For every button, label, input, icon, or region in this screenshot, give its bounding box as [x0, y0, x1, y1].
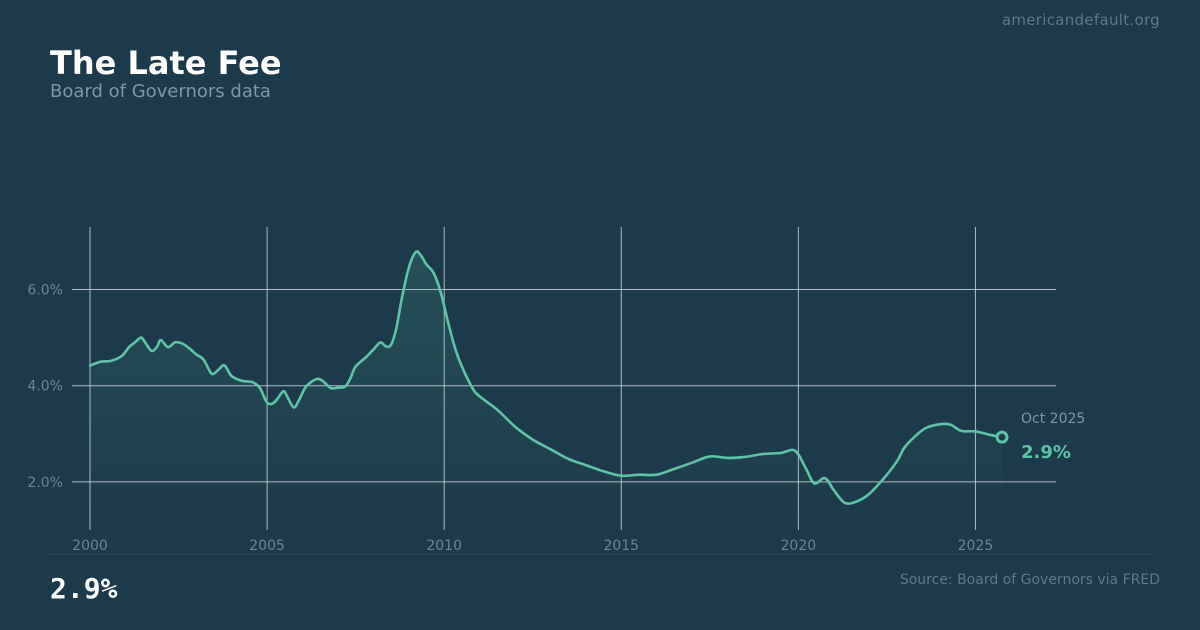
x-tick-label: 2005	[249, 538, 285, 554]
x-tick-label: 2020	[781, 538, 817, 554]
y-tick-label: 4.0%	[27, 379, 63, 395]
y-tick-label: 2.0%	[27, 475, 63, 491]
page-title: The Late Fee	[50, 44, 282, 82]
y-tick-label: 6.0%	[27, 283, 63, 299]
end-point-marker	[995, 430, 1009, 444]
x-tick-label: 2010	[426, 538, 462, 554]
source-note: Source: Board of Governors via FRED	[899, 572, 1160, 588]
site-url: americandefault.org	[1001, 11, 1160, 29]
page-subtitle: Board of Governors data	[50, 81, 271, 102]
x-tick-label: 2015	[603, 538, 639, 554]
area-fill	[90, 251, 1002, 531]
annotation-value: 2.9%	[1021, 442, 1071, 463]
footer-divider	[50, 554, 1150, 555]
annotation-date: Oct 2025	[1021, 411, 1085, 427]
headline-value: 2.9%	[50, 572, 118, 605]
series-line	[88, 250, 1004, 505]
x-tick-label: 2000	[72, 538, 108, 554]
x-tick-label: 2025	[958, 538, 994, 554]
